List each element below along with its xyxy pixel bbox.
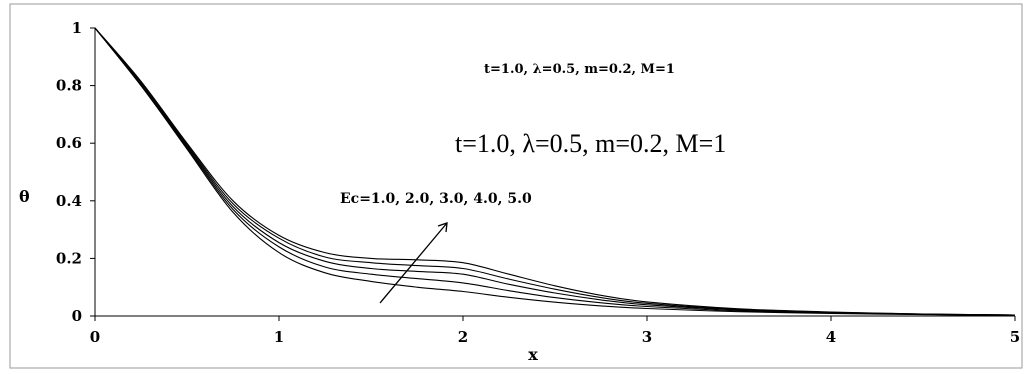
- x-tick-label: 1: [274, 328, 284, 346]
- y-tick-label: 0.4: [56, 192, 82, 210]
- series-line-5: [94, 27, 1016, 316]
- params-annotation-small: t=1.0, λ=0.5, m=0.2, M=1: [484, 62, 675, 77]
- series-group: [94, 27, 1016, 316]
- y-tick-label: 0.6: [56, 134, 82, 152]
- y-axis-label: θ: [19, 187, 30, 206]
- y-tick-label: 1: [72, 19, 82, 37]
- x-tick-label: 5: [1010, 328, 1020, 346]
- y-tick-label: 0.8: [56, 77, 82, 95]
- x-tick-label: 0: [90, 328, 100, 346]
- series-line-1: [94, 27, 1016, 316]
- params-annotation-large: t=1.0, λ=0.5, m=0.2, M=1: [455, 129, 726, 158]
- axis-ticks: 0 1 2 3 4 5 0 0.2 0.4 0.6 0.8 1: [56, 19, 1020, 346]
- x-tick-label: 4: [826, 328, 836, 346]
- x-tick-label: 2: [458, 328, 468, 346]
- y-tick-label: 0: [72, 307, 82, 325]
- chart-frame: [9, 3, 1023, 369]
- x-tick-label: 3: [642, 328, 652, 346]
- ec-arrow-head: [437, 222, 448, 233]
- ec-annotation: Ec=1.0, 2.0, 3.0, 4.0, 5.0: [340, 191, 532, 207]
- ec-arrow-shaft: [379, 222, 448, 304]
- y-tick-label: 0.2: [56, 249, 82, 267]
- x-axis-label: x: [528, 345, 538, 364]
